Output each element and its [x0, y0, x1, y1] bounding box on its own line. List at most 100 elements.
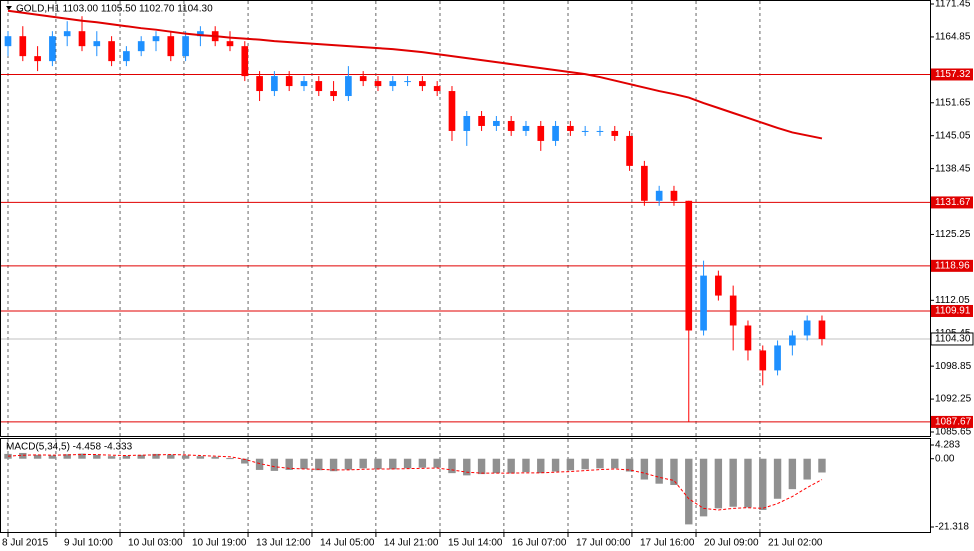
macd-bar — [685, 458, 693, 525]
macd-bar — [4, 453, 12, 459]
candle-body — [685, 200, 693, 331]
candle-body — [537, 125, 545, 141]
candle-body — [78, 31, 86, 47]
macd-bar — [374, 458, 382, 469]
candle-body — [197, 31, 204, 37]
x-tick-label: 14 Jul 05:00 — [320, 538, 375, 549]
y-tick-label: 0.00 — [935, 453, 955, 464]
macd-bar — [196, 456, 205, 459]
macd-bar — [19, 452, 27, 459]
level-label: 1087.67 — [935, 417, 972, 428]
macd-bar — [729, 458, 737, 507]
macd-bar — [759, 458, 767, 510]
y-tick-label: 1092.25 — [935, 394, 972, 405]
candle-body — [670, 190, 678, 201]
last-price-label: 1104.30 — [935, 334, 971, 345]
candle-body — [463, 115, 471, 131]
signal-line — [7, 454, 823, 511]
candle-body — [655, 190, 663, 201]
candle-body — [137, 41, 145, 52]
x-tick-label: 13 Jul 12:00 — [256, 538, 311, 549]
candle-body — [93, 41, 101, 47]
macd-bar — [818, 458, 826, 473]
x-tick-label: 10 Jul 03:00 — [128, 538, 183, 549]
chart-title: GOLD,H1 1103.00 1105.50 1102.70 1104.30 — [16, 4, 213, 15]
macd-bar — [640, 458, 649, 480]
macd-bar — [418, 458, 427, 468]
x-tick-label: 10 Jul 19:00 — [192, 538, 247, 549]
candle-body — [522, 125, 530, 131]
macd-bar — [803, 458, 811, 480]
macd-bar — [448, 458, 456, 474]
macd-bar — [152, 453, 160, 459]
last-price-tag — [930, 332, 974, 346]
y-tick-label: 1164.85 — [935, 32, 971, 43]
y-tick-label: 1085.65 — [935, 427, 972, 438]
y-tick-label: 1145.05 — [935, 130, 971, 141]
candle-body — [626, 135, 633, 166]
candle-body — [700, 275, 707, 331]
candle-body — [641, 165, 648, 201]
macd-bar — [566, 458, 575, 471]
y-tick-label: -21.318 — [935, 522, 969, 533]
candle-body — [285, 76, 293, 87]
macd-bar — [63, 454, 71, 459]
macd-bar — [211, 456, 219, 459]
candle-body — [167, 36, 175, 57]
candle-body — [49, 36, 56, 62]
level-tag — [931, 415, 973, 428]
macd-bar — [714, 458, 723, 509]
y-tick-label: 1138.45 — [935, 163, 971, 174]
x-tick-label: 21 Jul 02:00 — [768, 538, 823, 549]
candle-body — [744, 325, 752, 351]
candle-body — [478, 115, 485, 126]
y-tick-label: 1151.65 — [935, 97, 971, 108]
candle-body — [507, 120, 515, 131]
macd-bar — [107, 456, 116, 459]
macd-bar — [625, 458, 634, 472]
x-tick-label: 8 Jul 2015 — [2, 538, 49, 549]
macd-bar — [344, 458, 353, 470]
candle-body — [345, 76, 352, 97]
candle-body — [19, 36, 27, 57]
candle-body — [330, 91, 337, 97]
x-tick-label: 17 Jul 16:00 — [640, 538, 695, 549]
macd-bar — [122, 455, 131, 459]
x-tick-label: 17 Jul 00:00 — [576, 538, 631, 549]
macd-bar — [581, 458, 589, 470]
candle-body — [123, 51, 130, 62]
candle-body — [715, 275, 722, 296]
candle-body — [789, 335, 796, 346]
candle-body — [611, 130, 619, 136]
x-tick-label: 20 Jul 09:00 — [704, 538, 759, 549]
macd-bar — [403, 458, 412, 469]
candle-body — [152, 36, 160, 42]
macd-bar — [507, 458, 515, 474]
macd-bar — [788, 458, 797, 490]
macd-bar — [522, 458, 530, 473]
candle-body — [4, 36, 12, 47]
macd-bar — [611, 458, 619, 469]
macd-bar — [226, 458, 234, 460]
macd-title: MACD(5,34,5) -4.458 -4.333 — [6, 442, 133, 453]
level-label: 1157.32 — [935, 69, 971, 80]
candle-body — [493, 120, 500, 126]
macd-bar — [492, 458, 501, 474]
candle-body — [596, 130, 604, 132]
macd-bar — [181, 455, 190, 459]
macd-panel — [0, 438, 931, 533]
x-tick-label: 16 Jul 07:00 — [512, 538, 567, 549]
y-tick-label: 1112.05 — [935, 295, 970, 306]
x-tick-label: 9 Jul 10:00 — [64, 538, 113, 549]
candle-body — [315, 81, 323, 92]
macd-bar — [241, 458, 249, 464]
macd-bar — [329, 458, 338, 472]
macd-bar — [285, 458, 293, 470]
macd-bar — [48, 455, 57, 459]
macd-bar — [773, 458, 782, 499]
candle-body — [241, 46, 249, 77]
macd-bar — [389, 458, 397, 470]
macd-bar — [359, 458, 367, 469]
candle-body — [552, 125, 559, 141]
candle-body — [759, 350, 767, 371]
